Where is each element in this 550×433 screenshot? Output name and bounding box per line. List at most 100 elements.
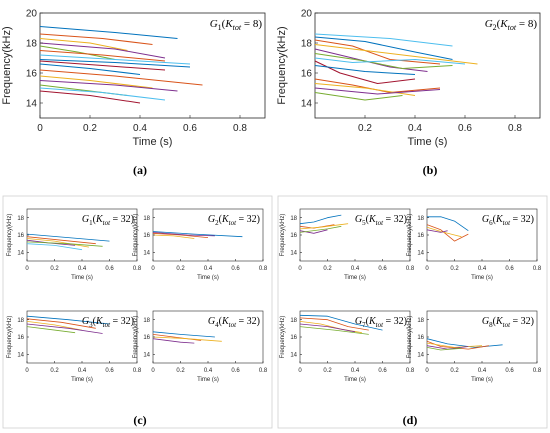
chart-7: 0 0.2 0.4 0.6 0.8 14 16 18 Time (s) Frequency(kHz… bbox=[280, 208, 415, 281]
title-part-rest: = 32) bbox=[383, 316, 407, 327]
y-tick-label: 18 bbox=[417, 216, 424, 222]
series-line bbox=[299, 317, 369, 331]
title-part-ksub: tot bbox=[376, 321, 384, 329]
series-line bbox=[26, 236, 96, 245]
series-line bbox=[39, 75, 153, 89]
title-part-paren: ( bbox=[93, 214, 97, 225]
x-tick-label: 0.6 bbox=[105, 266, 114, 272]
series-line bbox=[39, 50, 166, 62]
title-part-base: G bbox=[355, 214, 362, 225]
y-tick-label: 14 bbox=[301, 99, 313, 110]
chart-4: 0 0.2 0.4 0.6 0.8 14 16 18 Time (s) Frequency(kHz… bbox=[133, 208, 268, 281]
y-tick-label: 14 bbox=[143, 352, 150, 358]
y-tick-label: 14 bbox=[17, 352, 24, 358]
y-axis-label: Frequency(kHz) bbox=[280, 214, 286, 257]
x-tick-label: 0.2 bbox=[176, 368, 185, 374]
title-part-rest: = 32) bbox=[110, 214, 134, 225]
series-line bbox=[39, 54, 191, 65]
plot-area bbox=[39, 12, 266, 119]
y-axis-label: Frequency(kHz) bbox=[407, 214, 413, 257]
group-d-frame bbox=[277, 195, 548, 429]
x-axis-label: Time (s) bbox=[197, 275, 219, 281]
y-axis-label: Frequency(kHz) bbox=[1, 26, 13, 104]
y-tick-label: 18 bbox=[417, 318, 424, 324]
title-part-k: K bbox=[224, 18, 233, 30]
title-part-paren: ( bbox=[366, 316, 370, 327]
title-part-k: K bbox=[221, 316, 230, 327]
y-axis-label: Frequency(kHz) bbox=[276, 26, 288, 104]
y-axis-label: Frequency(kHz) bbox=[7, 214, 13, 257]
title-part-rest: = 8) bbox=[516, 18, 537, 30]
x-tick-label: 0.8 bbox=[533, 266, 542, 272]
x-axis-label: Time (s) bbox=[344, 275, 366, 281]
series-line bbox=[152, 232, 215, 237]
plots-layer: 0 0.2 0.4 0.6 0.8 14 16 18 20 Time (s) Frequency(k… bbox=[1, 9, 542, 384]
title-part-ksub: tot bbox=[503, 321, 511, 329]
x-tick-label: 0 bbox=[298, 266, 302, 272]
x-tick-label: 0.8 bbox=[259, 368, 268, 374]
y-tick-label: 16 bbox=[417, 233, 424, 239]
x-tick-label: 0.4 bbox=[351, 368, 360, 374]
chart-title: G6(Ktot = 32) bbox=[482, 214, 534, 227]
x-tick-label: 0 bbox=[25, 368, 29, 374]
series-line bbox=[39, 38, 128, 51]
x-tick-label: 0.8 bbox=[508, 123, 522, 134]
x-tick-label: 0.2 bbox=[358, 123, 372, 134]
series-line bbox=[314, 57, 466, 65]
chart-title: G2(Ktot = 32) bbox=[208, 214, 260, 227]
y-tick-label: 16 bbox=[290, 335, 297, 341]
y-tick-label: 18 bbox=[290, 216, 297, 222]
chart-title: G4(Ktot = 32) bbox=[208, 316, 260, 329]
x-tick-label: 0 bbox=[25, 266, 29, 272]
title-part-base: G bbox=[482, 214, 489, 225]
y-axis-label: Frequency(kHz) bbox=[7, 316, 13, 359]
series-line bbox=[299, 323, 356, 333]
x-tick-label: 0 bbox=[425, 368, 429, 374]
series-line bbox=[39, 90, 141, 104]
x-axis-label: Time (s) bbox=[471, 377, 493, 383]
y-tick-label: 14 bbox=[26, 99, 38, 110]
series-line bbox=[314, 44, 478, 65]
y-tick-label: 14 bbox=[143, 250, 150, 256]
series-line bbox=[26, 241, 103, 247]
y-tick-label: 16 bbox=[17, 233, 24, 239]
y-tick-label: 18 bbox=[301, 39, 313, 50]
y-tick-label: 16 bbox=[417, 335, 424, 341]
series-line bbox=[314, 53, 453, 69]
series-line bbox=[39, 63, 141, 75]
y-tick-label: 18 bbox=[17, 216, 24, 222]
x-tick-label: 0.8 bbox=[133, 266, 142, 272]
y-tick-label: 20 bbox=[26, 9, 38, 20]
chart-title: G1(Ktot = 32) bbox=[82, 214, 134, 227]
title-part-ksub: tot bbox=[103, 219, 111, 227]
x-tick-label: 0.6 bbox=[505, 368, 514, 374]
chart-8: 0 0.2 0.4 0.6 0.8 14 16 18 Time (s) Frequency(kHz… bbox=[407, 208, 542, 281]
series-line bbox=[152, 231, 243, 238]
title-part-rest: = 32) bbox=[236, 316, 260, 327]
series-line bbox=[152, 338, 195, 344]
series-line bbox=[152, 234, 195, 239]
x-tick-label: 0.8 bbox=[406, 368, 415, 374]
title-part-k: K bbox=[495, 316, 504, 327]
x-tick-label: 0.6 bbox=[378, 266, 387, 272]
series-line bbox=[426, 226, 462, 238]
x-tick-label: 0.6 bbox=[231, 266, 240, 272]
title-part-sub: 5 bbox=[362, 219, 366, 227]
y-tick-label: 14 bbox=[290, 250, 297, 256]
series-line bbox=[39, 26, 178, 39]
title-part-paren: ( bbox=[366, 214, 370, 225]
x-tick-label: 0 bbox=[37, 123, 43, 134]
series-line bbox=[39, 59, 191, 68]
title-part-base: G bbox=[208, 214, 215, 225]
title-part-paren: ( bbox=[219, 214, 223, 225]
series-line bbox=[39, 69, 203, 86]
y-tick-label: 20 bbox=[301, 9, 313, 20]
y-tick-label: 16 bbox=[290, 233, 297, 239]
chart-3: 0 0.2 0.4 0.6 0.8 14 16 18 Time (s) Frequency(kHz… bbox=[7, 208, 142, 281]
x-tick-label: 0 bbox=[425, 266, 429, 272]
title-part-sub: 6 bbox=[489, 219, 493, 227]
series-line bbox=[39, 33, 153, 45]
y-axis-label: Frequency(kHz) bbox=[133, 316, 139, 359]
x-tick-label: 0.4 bbox=[478, 266, 487, 272]
title-part-ksub: tot bbox=[229, 219, 237, 227]
